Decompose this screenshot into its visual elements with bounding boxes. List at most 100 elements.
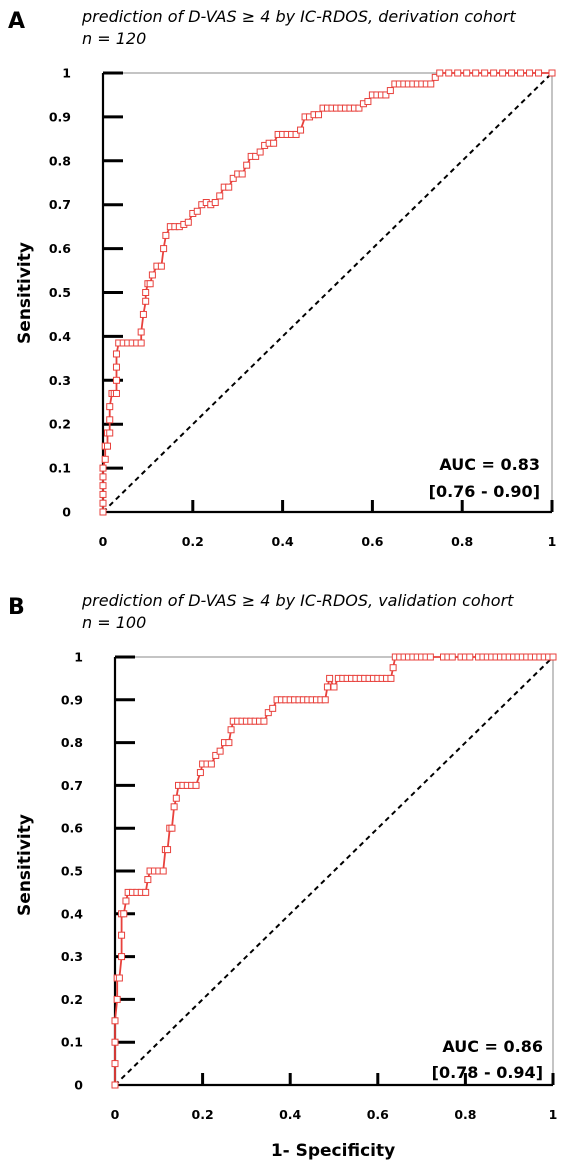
- panel-b-roc-point: [196, 769, 204, 777]
- panel-a-roc-point: [112, 363, 120, 371]
- panel-a-roc-point: [99, 490, 107, 498]
- panel-a-roc-point: [112, 350, 120, 358]
- panel-a-roc-point: [535, 69, 543, 77]
- panel-b-roc-point: [115, 974, 123, 982]
- panel-b-roc-point: [216, 747, 224, 755]
- panel-a-y-tick-label: 0: [62, 505, 71, 520]
- panel-b-auc-label: AUC = 0.86: [442, 1037, 543, 1056]
- panel-a-roc-point: [101, 455, 109, 463]
- panel-a-roc-point: [99, 508, 107, 516]
- panel-a-roc-point: [112, 389, 120, 397]
- panel-a-roc-point: [243, 161, 251, 169]
- panel-a-y-axis-title: Sensitivity: [15, 242, 35, 344]
- panel-a-roc-point: [315, 111, 323, 119]
- panel-b-y-tick-label: 0.4: [61, 906, 83, 921]
- panel-a-subtitle-line1: prediction of D-VAS ≥ 4 by IC-RDOS, deri…: [81, 7, 516, 26]
- panel-b-y-tick-label: 0.7: [61, 778, 83, 793]
- panel-a-y-tick-label: 0.1: [49, 461, 71, 476]
- panel-b-roc-point: [170, 803, 178, 811]
- panel-b-roc-point: [212, 751, 220, 759]
- panel-a-roc-point: [431, 73, 439, 81]
- panel-a-roc-point: [160, 245, 168, 253]
- panel-b-letter: B: [8, 595, 25, 620]
- panel-a-roc-point: [364, 98, 372, 106]
- panel-a-roc-point: [445, 69, 453, 77]
- panel-b-y-tick-label: 0.3: [61, 949, 83, 964]
- panel-b-y-tick-label: 1: [74, 650, 83, 665]
- panel-a-roc-point: [139, 310, 147, 318]
- panel-b-roc-point: [448, 653, 456, 661]
- panel-a-roc-point: [292, 130, 300, 138]
- panel-b-y-tick-label: 0.8: [61, 735, 83, 750]
- panel-a-roc-point: [184, 218, 192, 226]
- panel-b-ci-label: [0.78 - 0.94]: [432, 1063, 543, 1082]
- panel-b-roc-point: [330, 683, 338, 691]
- panel-b-x-tick-label: 0.6: [367, 1107, 389, 1122]
- panel-a-roc-point: [106, 416, 114, 424]
- panel-b-x-tick-label: 0.4: [279, 1107, 301, 1122]
- panel-b-y-tick-label: 0.1: [61, 1035, 83, 1050]
- panel-b-roc-point: [225, 739, 233, 747]
- panel-a-roc-point: [216, 192, 224, 200]
- panel-a-roc-point: [548, 69, 556, 77]
- panel-a-y-tick-label: 0.2: [49, 417, 71, 432]
- panel-a-reference-diagonal: [102, 72, 553, 513]
- panel-b-roc-point: [227, 726, 235, 734]
- panel-a-y-tick-label: 1: [62, 66, 71, 81]
- panel-a: A prediction of D-VAS ≥ 4 by IC-RDOS, de…: [8, 7, 556, 549]
- panel-a-roc-point: [526, 69, 534, 77]
- panel-b-roc-point: [113, 995, 121, 1003]
- panel-b-plot: 0 0.1 0.2 0.3 0.4 0.5 0.6 0.7 0.8 0.9 1 0 0.2 0.4 0.6 0…: [61, 650, 558, 1123]
- panel-a-y-tick-label: 0.9: [49, 109, 71, 124]
- panel-b-reference-diagonal: [114, 656, 554, 1086]
- panel-b-roc-point: [168, 824, 176, 832]
- panel-a-roc-point: [270, 139, 278, 147]
- panel-a-x-tick-label: 0: [99, 534, 108, 549]
- panel-a-y-tick-label: 0.4: [49, 329, 71, 344]
- panel-b-roc-point: [172, 794, 180, 802]
- panel-b-roc-point: [387, 674, 395, 682]
- panel-a-roc-point: [238, 170, 246, 178]
- panel-a-roc-point: [225, 183, 233, 191]
- panel-a-roc-point: [355, 104, 363, 112]
- panel-b-roc-point: [164, 846, 172, 854]
- panel-a-roc-point: [386, 87, 394, 95]
- panel-a-auc-label: AUC = 0.83: [439, 455, 540, 474]
- panel-a-roc-point: [106, 429, 114, 437]
- panel-a-roc-point: [162, 231, 170, 239]
- panel-a-roc-point: [256, 148, 264, 156]
- panel-b-y-tick-label: 0: [74, 1078, 83, 1093]
- panel-a-roc-point: [297, 126, 305, 134]
- panel-a-roc-point: [490, 69, 498, 77]
- panel-a-x-tick-label: 0.6: [361, 534, 383, 549]
- panel-a-roc-point: [481, 69, 489, 77]
- panel-b-roc-point: [111, 1017, 119, 1025]
- panel-b-roc-point: [159, 867, 167, 875]
- panel-b-roc-point: [192, 781, 200, 789]
- panel-a-roc-point: [508, 69, 516, 77]
- panel-a-roc-point: [103, 442, 111, 450]
- panel-a-x-tick-label: 1: [548, 534, 557, 549]
- panel-b-y-tick-label: 0.6: [61, 821, 83, 836]
- panel-a-roc-point: [99, 473, 107, 481]
- panel-a-roc-point: [427, 80, 435, 88]
- panel-b-x-tick-label: 1: [549, 1107, 558, 1122]
- panel-b-subtitle-line2: n = 100: [82, 613, 146, 632]
- panel-b-roc-point: [120, 910, 128, 918]
- panel-b-x-tick-label: 0: [111, 1107, 120, 1122]
- panel-a-subtitle-line2: n = 120: [82, 29, 146, 48]
- panel-b-roc-point: [118, 931, 126, 939]
- panel-b-roc-point: [144, 876, 152, 884]
- panel-a-roc-point: [211, 199, 219, 207]
- panel-a-roc-point: [99, 482, 107, 490]
- panel-a-y-tick-label: 0.8: [49, 153, 71, 168]
- panel-b-roc-point: [207, 760, 215, 768]
- panel-b-roc-point: [426, 653, 434, 661]
- panel-b-roc-point: [260, 717, 268, 725]
- panel-b-roc-point: [466, 653, 474, 661]
- panel-a-roc-point: [142, 289, 150, 296]
- panel-a-roc-point: [472, 69, 480, 77]
- panel-a-y-tick-label: 0.6: [49, 241, 71, 256]
- panel-a-roc-point: [463, 69, 471, 77]
